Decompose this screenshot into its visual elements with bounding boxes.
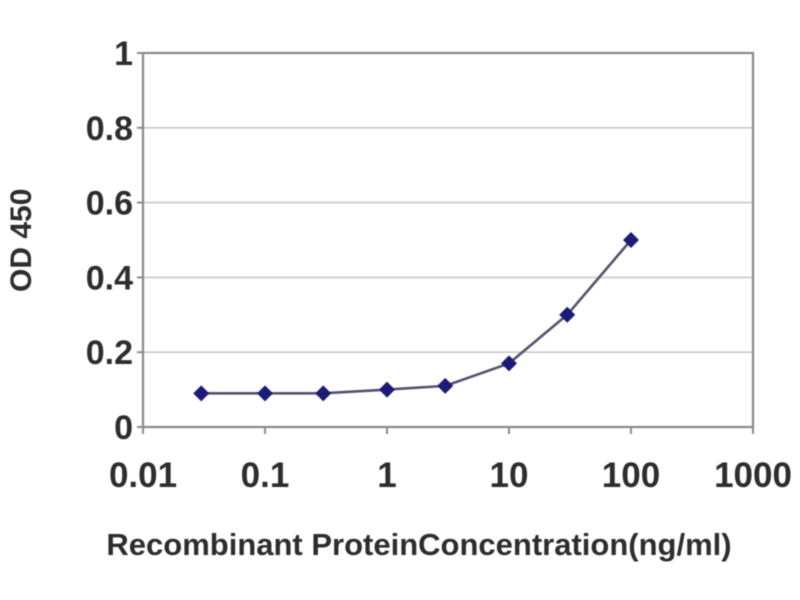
x-tick-label: 100 <box>602 456 660 495</box>
y-tick-label: 0.6 <box>86 185 133 223</box>
y-tick-label: 0.2 <box>86 334 133 372</box>
data-point-marker <box>257 385 273 402</box>
y-tick-label: 0 <box>114 409 133 447</box>
plot-frame <box>141 51 755 429</box>
x-axis-title: Recombinant ProteinConcentration(ng/ml) <box>106 527 732 562</box>
x-tick-label: 1000 <box>714 456 792 495</box>
data-point-marker <box>379 381 395 398</box>
data-point-marker <box>193 385 210 402</box>
data-point-marker <box>501 355 517 372</box>
data-point-marker <box>623 232 639 248</box>
y-tick-label: 0.8 <box>86 110 133 148</box>
x-tick-label: 0.01 <box>109 456 177 495</box>
y-tick-label: 0.4 <box>86 259 133 297</box>
y-tick-label: 1 <box>114 35 133 73</box>
y-axis-title: OD 450 <box>5 188 38 292</box>
x-tick-label: 10 <box>490 456 529 495</box>
x-tick-label: 1 <box>377 456 396 495</box>
data-point-marker <box>437 377 454 394</box>
data-point-marker <box>559 306 576 323</box>
x-tick-label: 0.1 <box>241 456 290 495</box>
series-line <box>201 239 632 395</box>
data-point-marker <box>315 385 332 402</box>
